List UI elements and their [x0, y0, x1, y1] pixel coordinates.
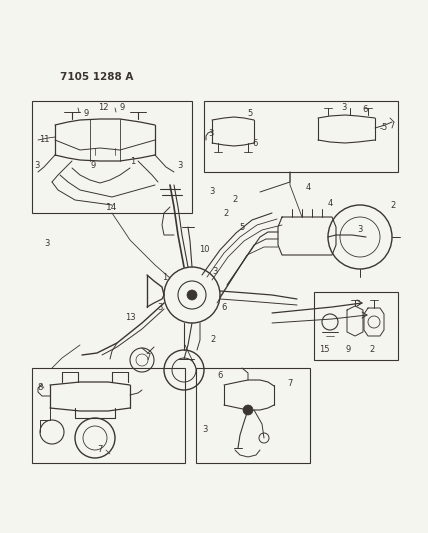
Text: 7: 7: [146, 353, 151, 362]
Text: 6: 6: [217, 370, 223, 379]
Circle shape: [243, 405, 253, 415]
Text: 9: 9: [83, 109, 89, 117]
Bar: [196, 368, 310, 463]
Text: 7: 7: [97, 446, 103, 455]
Text: 3: 3: [158, 303, 163, 312]
Circle shape: [187, 290, 197, 300]
Text: 1: 1: [162, 272, 168, 281]
Text: 10: 10: [199, 246, 209, 254]
Text: 12: 12: [98, 103, 108, 112]
Text: 9: 9: [119, 103, 125, 112]
Text: 2: 2: [211, 335, 216, 344]
Text: 2: 2: [223, 209, 229, 219]
Bar: [314, 292, 398, 360]
Text: 14: 14: [106, 203, 118, 212]
Text: 4: 4: [327, 199, 333, 208]
Text: 3: 3: [208, 128, 214, 138]
Text: 3: 3: [357, 225, 363, 235]
Text: 15: 15: [319, 345, 329, 354]
Text: 3: 3: [341, 103, 347, 112]
Text: 9: 9: [345, 345, 351, 354]
Text: 7: 7: [287, 378, 293, 387]
Text: 11: 11: [39, 135, 49, 144]
Text: 4: 4: [305, 183, 311, 192]
Text: 3: 3: [177, 160, 183, 169]
Text: 7105 1288 A: 7105 1288 A: [60, 72, 134, 82]
Bar: [204, 101, 398, 172]
Text: 6: 6: [253, 140, 258, 149]
Text: 3: 3: [202, 425, 208, 434]
Text: 8: 8: [37, 383, 43, 392]
Text: 13: 13: [125, 313, 135, 322]
Text: 2: 2: [369, 345, 374, 354]
Text: 5: 5: [381, 124, 386, 133]
Bar: [32, 101, 192, 213]
Text: 1: 1: [131, 157, 136, 166]
Text: 6: 6: [363, 106, 368, 115]
Text: 9: 9: [90, 160, 95, 169]
Text: 2: 2: [232, 196, 238, 205]
Text: 5: 5: [247, 109, 253, 117]
Text: 3: 3: [45, 239, 50, 248]
Text: 6: 6: [221, 303, 227, 312]
Text: 3: 3: [209, 188, 215, 197]
Text: 3: 3: [34, 160, 40, 169]
Bar: [32, 368, 185, 463]
Text: 5: 5: [239, 223, 245, 232]
Text: 2: 2: [390, 201, 395, 211]
Text: 3: 3: [212, 268, 218, 277]
